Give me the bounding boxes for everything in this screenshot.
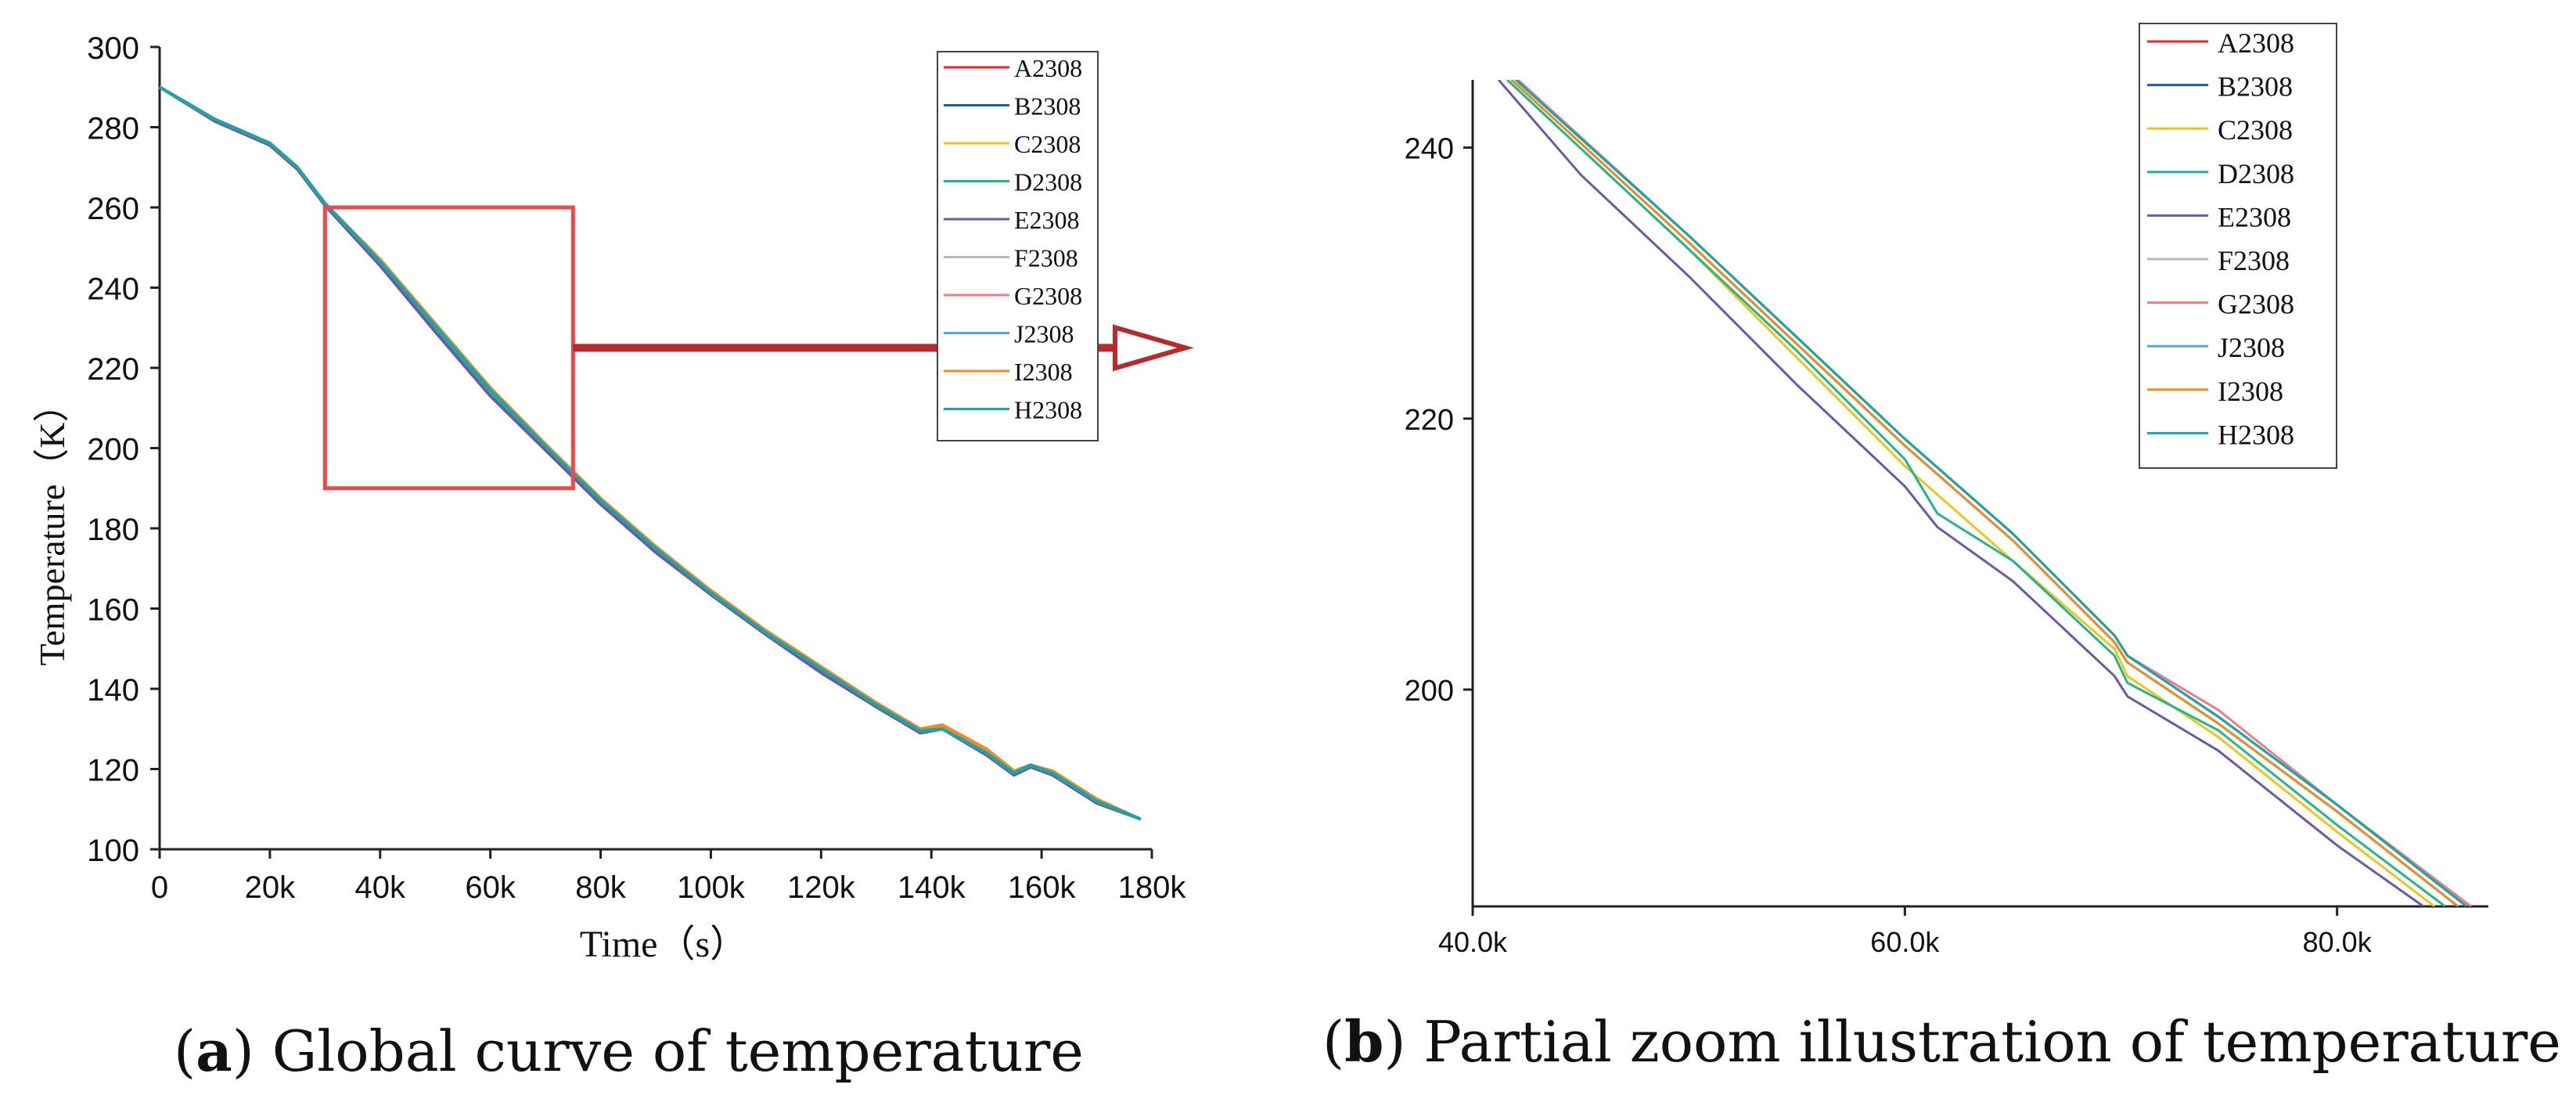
- panel-a-x-tick-label: 0: [151, 870, 168, 905]
- caption-a: (a) Global curve of temperature: [174, 1018, 1084, 1084]
- panel-a-y-tick-label: 260: [87, 192, 139, 226]
- caption-b: (b) Partial zoom illustration of tempera…: [1322, 1008, 2561, 1075]
- panel-a-x-tick-label: 180k: [1118, 870, 1187, 905]
- zoom-arrow-head: [1113, 324, 1194, 372]
- panel-a-x-tick-label: 80k: [575, 870, 626, 905]
- panel-a-legend-frame: [937, 51, 1099, 441]
- panel-a-y-tick-label: 120: [87, 754, 139, 788]
- panel-b-y-tick-label: 240: [1405, 133, 1454, 166]
- panel-b-legend-label-g2308: G2308: [2218, 289, 2294, 320]
- panel-a-x-tick-label: 160k: [1008, 870, 1077, 905]
- panel-b-legend-label-b2308: B2308: [2218, 71, 2293, 103]
- panel-a-y-tick-label: 160: [87, 593, 139, 628]
- panel-a-global-chart: 100 120 140 160 180 200 220 240 260 280 300 0 20k 40k…: [32, 31, 1194, 965]
- panel-b-y-tick-label: 220: [1405, 404, 1454, 437]
- series-line-c2308: [1506, 80, 2435, 906]
- panel-a-legend-label-g2308: G2308: [1014, 282, 1082, 310]
- panel-a-legend-label-a2308: A2308: [1014, 54, 1082, 82]
- panel-b-legend-label-i2308: I2308: [2218, 376, 2283, 407]
- panel-a-legend-label-c2308: C2308: [1014, 130, 1081, 158]
- caption-a-text: Global curve of temperature: [254, 1018, 1084, 1084]
- panel-b-legend: A2308 B2308 C2308 D2308 E2308 F2308 G2308 J2308…: [2139, 23, 2337, 469]
- panel-a-x-tick-label: 100k: [677, 870, 746, 905]
- panel-a-x-tick-label: 60k: [465, 870, 516, 905]
- panel-a-y-tick-label: 140: [87, 673, 139, 708]
- panel-a-legend-label-d2308: D2308: [1014, 168, 1082, 196]
- panel-b-legend-label-e2308: E2308: [2218, 201, 2291, 232]
- panel-a-legend-label-f2308: F2308: [1014, 244, 1078, 272]
- series-line-d2308: [1506, 80, 2446, 906]
- panel-a-legend-label-h2308: H2308: [1014, 396, 1082, 424]
- series-line-i2308: [1510, 80, 2459, 906]
- zoom-arrow: [573, 324, 1194, 372]
- series-line-e2308: [1497, 80, 2424, 906]
- panel-a-legend: A2308 B2308 C2308 D2308 E2308 F2308 G2308 J2308…: [937, 51, 1099, 441]
- panel-b-axes: [1471, 80, 2488, 908]
- panel-a-legend-label-b2308: B2308: [1014, 92, 1081, 121]
- panel-a-legend-label-j2308: J2308: [1014, 320, 1074, 348]
- panel-b-legend-frame: [2139, 23, 2337, 469]
- caption-b-text: Partial zoom illustration of temperature: [1405, 1009, 2561, 1075]
- panel-a-legend-label-e2308: E2308: [1014, 206, 1080, 234]
- panel-a-x-tick-label: 140k: [898, 870, 966, 905]
- panel-b-y-tick-label: 200: [1405, 675, 1454, 708]
- panel-b-x-tick-label: 60.0k: [1870, 926, 1940, 958]
- panel-a-y-tick-label: 200: [87, 433, 139, 467]
- panel-b-legend-label-j2308: J2308: [2218, 332, 2285, 363]
- panel-b-series: [1497, 80, 2472, 906]
- panel-b-legend-label-c2308: C2308: [2218, 114, 2293, 146]
- caption-a-letter: a: [196, 1018, 232, 1084]
- series-line-h2308: [1515, 80, 2468, 906]
- panel-b-zoom-chart: 200 220 240 40.0k 60.0k 80.0k A2308 B2308 C2308…: [1405, 23, 2488, 958]
- panel-a-y-tick-label: 300: [87, 31, 139, 66]
- panel-b-x-tick-label: 80.0k: [2303, 926, 2373, 958]
- panel-a-y-tick-label: 240: [87, 272, 139, 307]
- panel-a-x-axis-label: Time（s）: [580, 924, 747, 965]
- panel-b-x-tick-label: 40.0k: [1438, 926, 1508, 958]
- panel-b-legend-label-a2308: A2308: [2218, 27, 2294, 59]
- panel-b-ticks: 200 220 240 40.0k 60.0k 80.0k: [1405, 133, 2373, 958]
- panel-a-x-tick-label: 40k: [355, 870, 406, 905]
- panel-b-legend-label-h2308: H2308: [2218, 419, 2294, 450]
- panel-a-x-tick-label: 120k: [787, 870, 856, 905]
- panel-a-y-tick-label: 220: [87, 352, 139, 387]
- panel-a-legend-label-i2308: I2308: [1014, 358, 1073, 386]
- panel-a-series: [158, 85, 1142, 821]
- panel-a-y-tick-label: 180: [87, 513, 139, 547]
- zoom-arrow-shaft: [573, 344, 1115, 352]
- panel-a-x-tick-label: 20k: [245, 870, 296, 905]
- panel-a-y-tick-label: 100: [87, 834, 139, 868]
- panel-a-y-tick-label: 280: [87, 112, 139, 146]
- caption-b-letter: b: [1344, 1008, 1384, 1075]
- panel-a-y-axis-label: Temperature（K）: [32, 387, 72, 666]
- panel-b-legend-label-f2308: F2308: [2218, 245, 2290, 276]
- panel-a-ticks: 100 120 140 160 180 200 220 240 260 280 300 0 20k 40k…: [87, 31, 1186, 905]
- series-line-h2308: [158, 85, 1142, 821]
- panel-b-legend-label-d2308: D2308: [2218, 158, 2294, 189]
